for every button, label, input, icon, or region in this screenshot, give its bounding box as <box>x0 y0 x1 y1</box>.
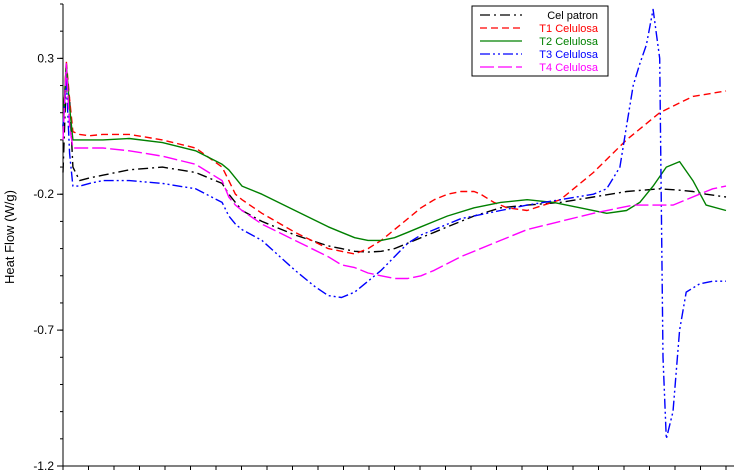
y-axis-title: Heat Flow (W/g) <box>2 190 17 284</box>
y-tick-label: -0.2 <box>33 187 54 201</box>
axes: -1.2 -0.7 -0.2 0.3 <box>33 3 734 473</box>
y-tick-label: -1.2 <box>33 459 54 473</box>
series-line-5 <box>62 63 727 280</box>
series-line-2 <box>62 60 727 255</box>
legend-label: Cel patron <box>547 10 598 22</box>
series-line-1 <box>62 76 727 253</box>
series-line-4 <box>62 8 726 440</box>
legend-label: T2 Celulosa <box>539 36 599 48</box>
legend-label: T3 Celulosa <box>539 49 599 61</box>
legend-label: T1 Celulosa <box>539 23 599 35</box>
y-tick-label: -0.7 <box>33 323 54 337</box>
series-line-3 <box>62 63 727 242</box>
y-tick-label: 0.3 <box>37 51 54 65</box>
legend-label: T4 Celulosa <box>539 62 599 74</box>
series-layer <box>62 8 727 440</box>
